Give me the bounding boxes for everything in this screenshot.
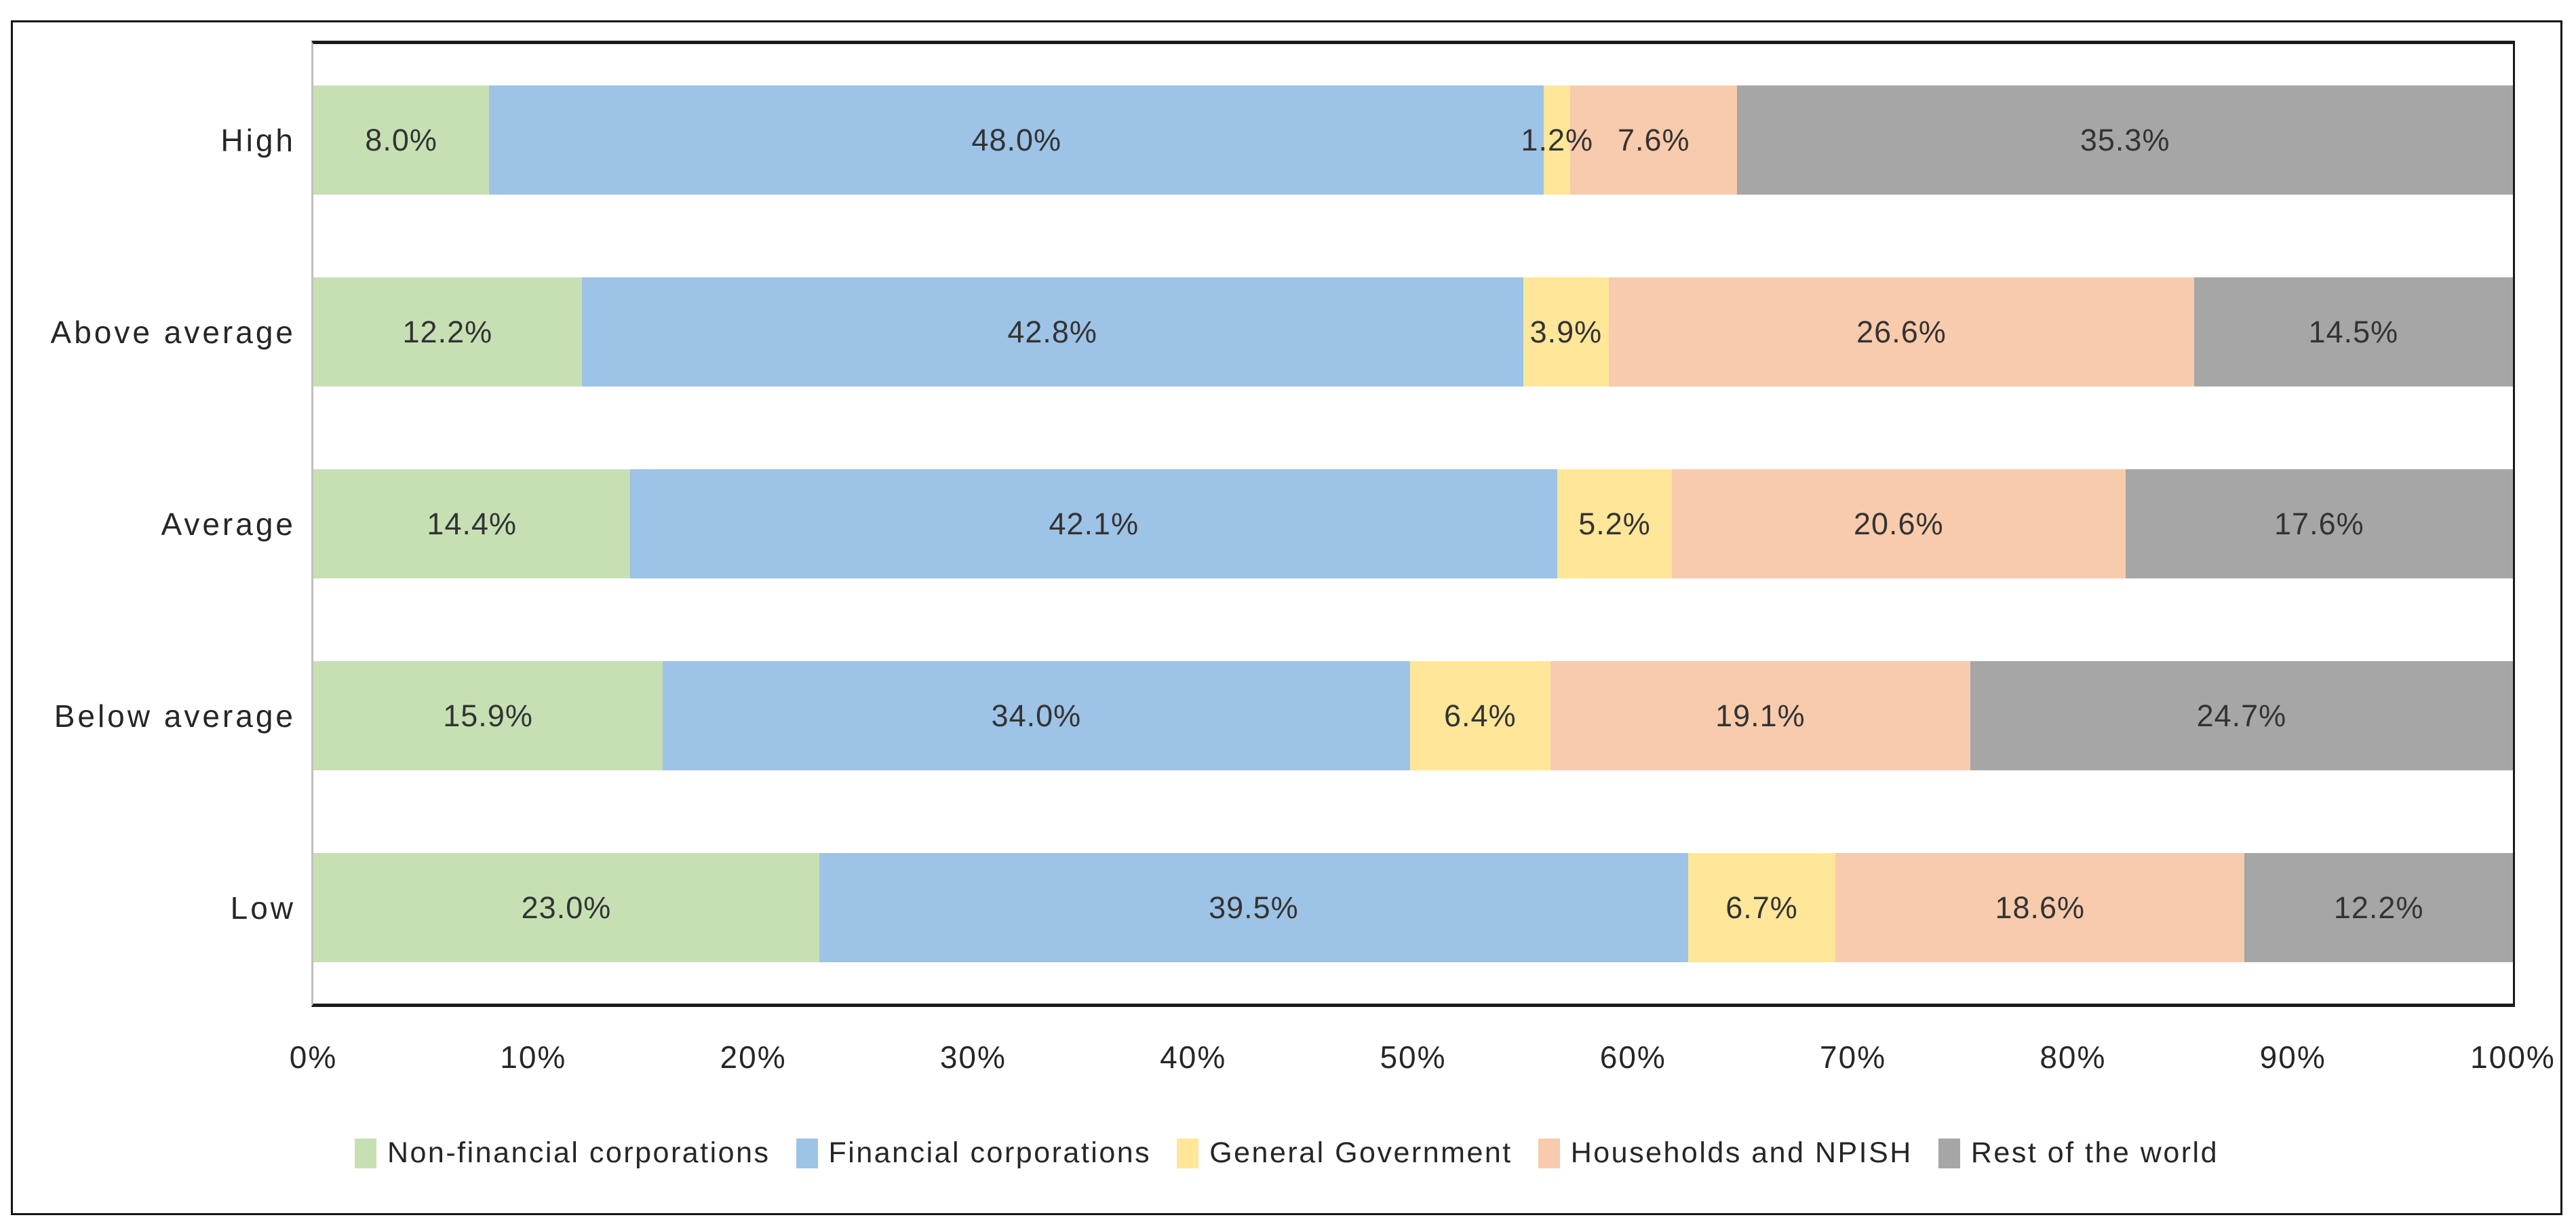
tick-label: 100%: [2470, 1040, 2556, 1075]
legend-label: Financial corporations: [828, 1136, 1152, 1169]
y-axis-category-labels: High Above average Average Below average Low: [0, 44, 296, 1004]
bar-segment: 26.6%: [1609, 277, 2194, 387]
tick-label: 20%: [720, 1040, 787, 1075]
data-label: 6.4%: [1444, 698, 1517, 733]
bar-segment: 14.5%: [2193, 277, 2513, 387]
tick-label: 10%: [500, 1040, 567, 1075]
plot-area: 8.0% 48.0% 1.2% 7.6% 35.3% 12.2% 42.8% 3.9% 26.6…: [311, 41, 2515, 1007]
data-label: 48.0%: [971, 122, 1062, 157]
legend: Non-financial corporations Financial corp…: [11, 1136, 2562, 1170]
legend-item: General Government: [1177, 1136, 1513, 1170]
bar-row: 12.2% 42.8% 3.9% 26.6% 14.5%: [313, 277, 2513, 387]
bar-row: 15.9% 34.0% 6.4% 19.1% 24.7%: [313, 661, 2513, 770]
tick-label: 70%: [1820, 1040, 1887, 1075]
bar-segment: 20.6%: [1671, 469, 2126, 578]
data-label: 23.0%: [521, 890, 612, 925]
data-label: 34.0%: [991, 698, 1082, 733]
bar-segment: 42.8%: [581, 277, 1523, 387]
data-label: 20.6%: [1854, 506, 1944, 541]
category-label: High: [220, 122, 296, 158]
data-label: 39.5%: [1209, 890, 1299, 925]
tick-label: 40%: [1160, 1040, 1227, 1075]
data-label: 1.2%: [1521, 122, 1593, 157]
bar-rows-container: 8.0% 48.0% 1.2% 7.6% 35.3% 12.2% 42.8% 3.9% 26.6…: [313, 44, 2513, 1004]
data-label: 19.1%: [1715, 698, 1806, 733]
bar-segment: 18.6%: [1835, 853, 2245, 962]
bar-segment: 39.5%: [819, 853, 1688, 962]
legend-swatch-icon: [796, 1138, 818, 1168]
bar-segment: 35.3%: [1737, 85, 2513, 195]
data-label: 12.2%: [2333, 890, 2424, 925]
data-label: 24.7%: [2196, 698, 2287, 733]
category-label: Below average: [54, 698, 296, 734]
bar-row: 14.4% 42.1% 5.2% 20.6% 17.6%: [313, 469, 2513, 578]
data-label: 5.2%: [1578, 506, 1651, 541]
data-label: 8.0%: [365, 122, 437, 157]
legend-label: Non-financial corporations: [387, 1136, 770, 1169]
x-axis: 0% 10% 20% 30% 40% 50% 60% 70% 80% 90% 100%: [290, 1039, 2554, 1080]
bar-segment: 12.2%: [2244, 853, 2513, 962]
data-label: 42.1%: [1049, 506, 1139, 541]
bar-segment: 6.7%: [1687, 853, 1836, 962]
legend-item: Financial corporations: [796, 1136, 1152, 1170]
bar-segment: 24.7%: [1970, 661, 2513, 770]
data-label: 42.8%: [1007, 314, 1097, 349]
bar-segment: 5.2%: [1557, 469, 1672, 578]
bar-segment: 12.2%: [313, 277, 582, 387]
bar-segment: 3.9%: [1523, 277, 1609, 387]
data-label: 12.2%: [402, 314, 493, 349]
bar-row: 23.0% 39.5% 6.7% 18.6% 12.2%: [313, 853, 2513, 962]
legend-swatch-icon: [1538, 1138, 1560, 1168]
data-label: 6.7%: [1725, 890, 1798, 925]
legend-label: Rest of the world: [1970, 1136, 2219, 1169]
bar-segment: 14.4%: [313, 469, 631, 578]
category-label: Above average: [50, 314, 296, 350]
bar-segment: 17.6%: [2125, 469, 2513, 578]
data-label: 15.9%: [443, 698, 533, 733]
data-label: 14.4%: [427, 506, 518, 541]
legend-item: Non-financial corporations: [354, 1136, 770, 1170]
category-label: Low: [230, 890, 296, 926]
data-label: 26.6%: [1856, 314, 1947, 349]
bar-segment: 15.9%: [313, 661, 663, 770]
bar-segment: 8.0%: [313, 85, 490, 195]
bar-segment: 23.0%: [313, 853, 819, 962]
legend-swatch-icon: [354, 1138, 376, 1168]
legend-label: General Government: [1209, 1136, 1513, 1169]
data-label: 3.9%: [1529, 314, 1603, 349]
category-label: Average: [161, 506, 296, 542]
bar-segment: 1.2%: [1521, 85, 1593, 195]
data-label: 35.3%: [2080, 122, 2170, 157]
bar-segment: 42.1%: [630, 469, 1558, 578]
bar-segment: 6.4%: [1409, 661, 1550, 770]
tick-label: 60%: [1599, 1040, 1666, 1075]
tick-label: 50%: [1380, 1040, 1447, 1075]
bar-segment: 34.0%: [663, 661, 1410, 770]
legend-item: Rest of the world: [1938, 1136, 2219, 1170]
data-label: 14.5%: [2308, 314, 2399, 349]
data-label: 7.6%: [1617, 122, 1690, 157]
legend-item: Households and NPISH: [1538, 1136, 1913, 1170]
tick-label: 80%: [2040, 1040, 2107, 1075]
legend-swatch-icon: [1938, 1138, 1960, 1168]
bar-segment: 19.1%: [1550, 661, 1970, 770]
bar-row: 8.0% 48.0% 1.2% 7.6% 35.3%: [313, 85, 2513, 195]
data-label: 17.6%: [2274, 506, 2364, 541]
tick-label: 90%: [2259, 1040, 2326, 1075]
tick-label: 0%: [289, 1040, 338, 1075]
bar-segment: 48.0%: [489, 85, 1544, 195]
legend-label: Households and NPISH: [1570, 1136, 1913, 1169]
data-label: 18.6%: [1995, 890, 2086, 925]
tick-label: 30%: [939, 1040, 1007, 1075]
legend-swatch-icon: [1177, 1138, 1199, 1168]
bar-segment: 7.6%: [1570, 85, 1738, 195]
